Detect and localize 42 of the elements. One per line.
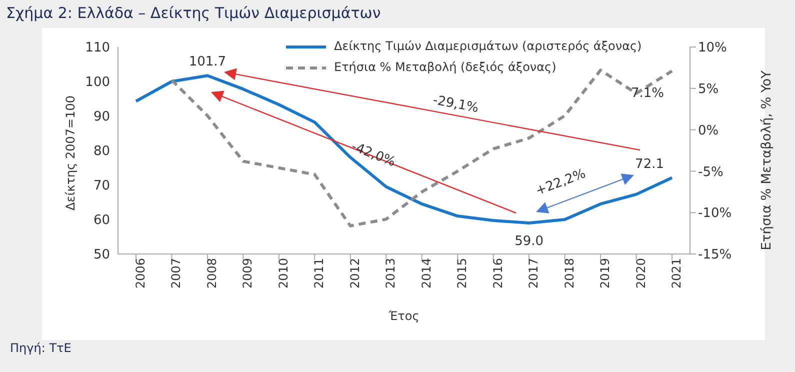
x-tick-label: 2020 (634, 258, 648, 289)
text: Πηγή: ΤτΕ (10, 341, 72, 355)
y2-tick-label: 5% (698, 82, 719, 98)
y-tick-label: 50 (93, 248, 110, 263)
x-tick-label: 2012 (348, 258, 362, 289)
x-tick-label: 2011 (312, 258, 326, 289)
y2-tick-label: -15% (698, 248, 732, 263)
data-label: 59.0 (514, 234, 544, 249)
y2-tick-label: 0% (698, 123, 719, 138)
data-label: 101.7 (188, 54, 226, 70)
x-tick-label: 2019 (598, 258, 612, 289)
y-axis-title: Δείκτης 2007=100 (63, 95, 78, 210)
x-tick-label: 2017 (526, 258, 541, 289)
x-tick-label: 2009 (240, 258, 255, 289)
data-label: 72.1 (635, 156, 664, 172)
y-tick-label: 100 (85, 75, 110, 90)
annotation: -29,1% (432, 92, 480, 116)
y2-axis-title: Ετήσια % Μεταβολή, % YoY (760, 70, 775, 250)
chart-title: Σχήμα 2: Ελλάδα – Δείκτης Τιμών Διαμερισμάτων (6, 4, 381, 22)
data-label: 7.1% (630, 86, 664, 102)
x-tick-label: 2014 (419, 258, 434, 289)
y-tick-label: 70 (93, 178, 110, 194)
x-tick-label: 2015 (455, 258, 470, 289)
y2-tick-label: -10% (698, 206, 732, 222)
x-tick-label: 2010 (276, 258, 290, 289)
y-tick-label: 90 (93, 110, 110, 125)
x-tick-label: 2006 (134, 258, 148, 289)
x-tick-label: 2018 (562, 258, 576, 289)
legend-label: Ετήσια % Μεταβολή (δεξιός άξονας) (334, 59, 556, 76)
legend-label: Δείκτης Τιμών Διαμερισμάτων (αριστερός άξονας) (334, 38, 642, 55)
y-tick-label: 80 (93, 144, 110, 160)
x-tick-label: 2013 (384, 258, 398, 289)
annotation: -42,0% (349, 139, 398, 170)
y-tick-label: 110 (85, 40, 110, 56)
y2-tick-label: -5% (698, 164, 724, 180)
x-tick-label: 2008 (204, 258, 219, 289)
y-tick-label: 60 (93, 213, 110, 228)
x-tick-label: 2021 (670, 258, 684, 289)
x-tick-label: 2016 (490, 258, 505, 289)
x-axis-title: Έτος (388, 309, 420, 323)
x-tick-label: 2007 (169, 258, 184, 289)
y2-tick-label: 10% (698, 40, 727, 56)
